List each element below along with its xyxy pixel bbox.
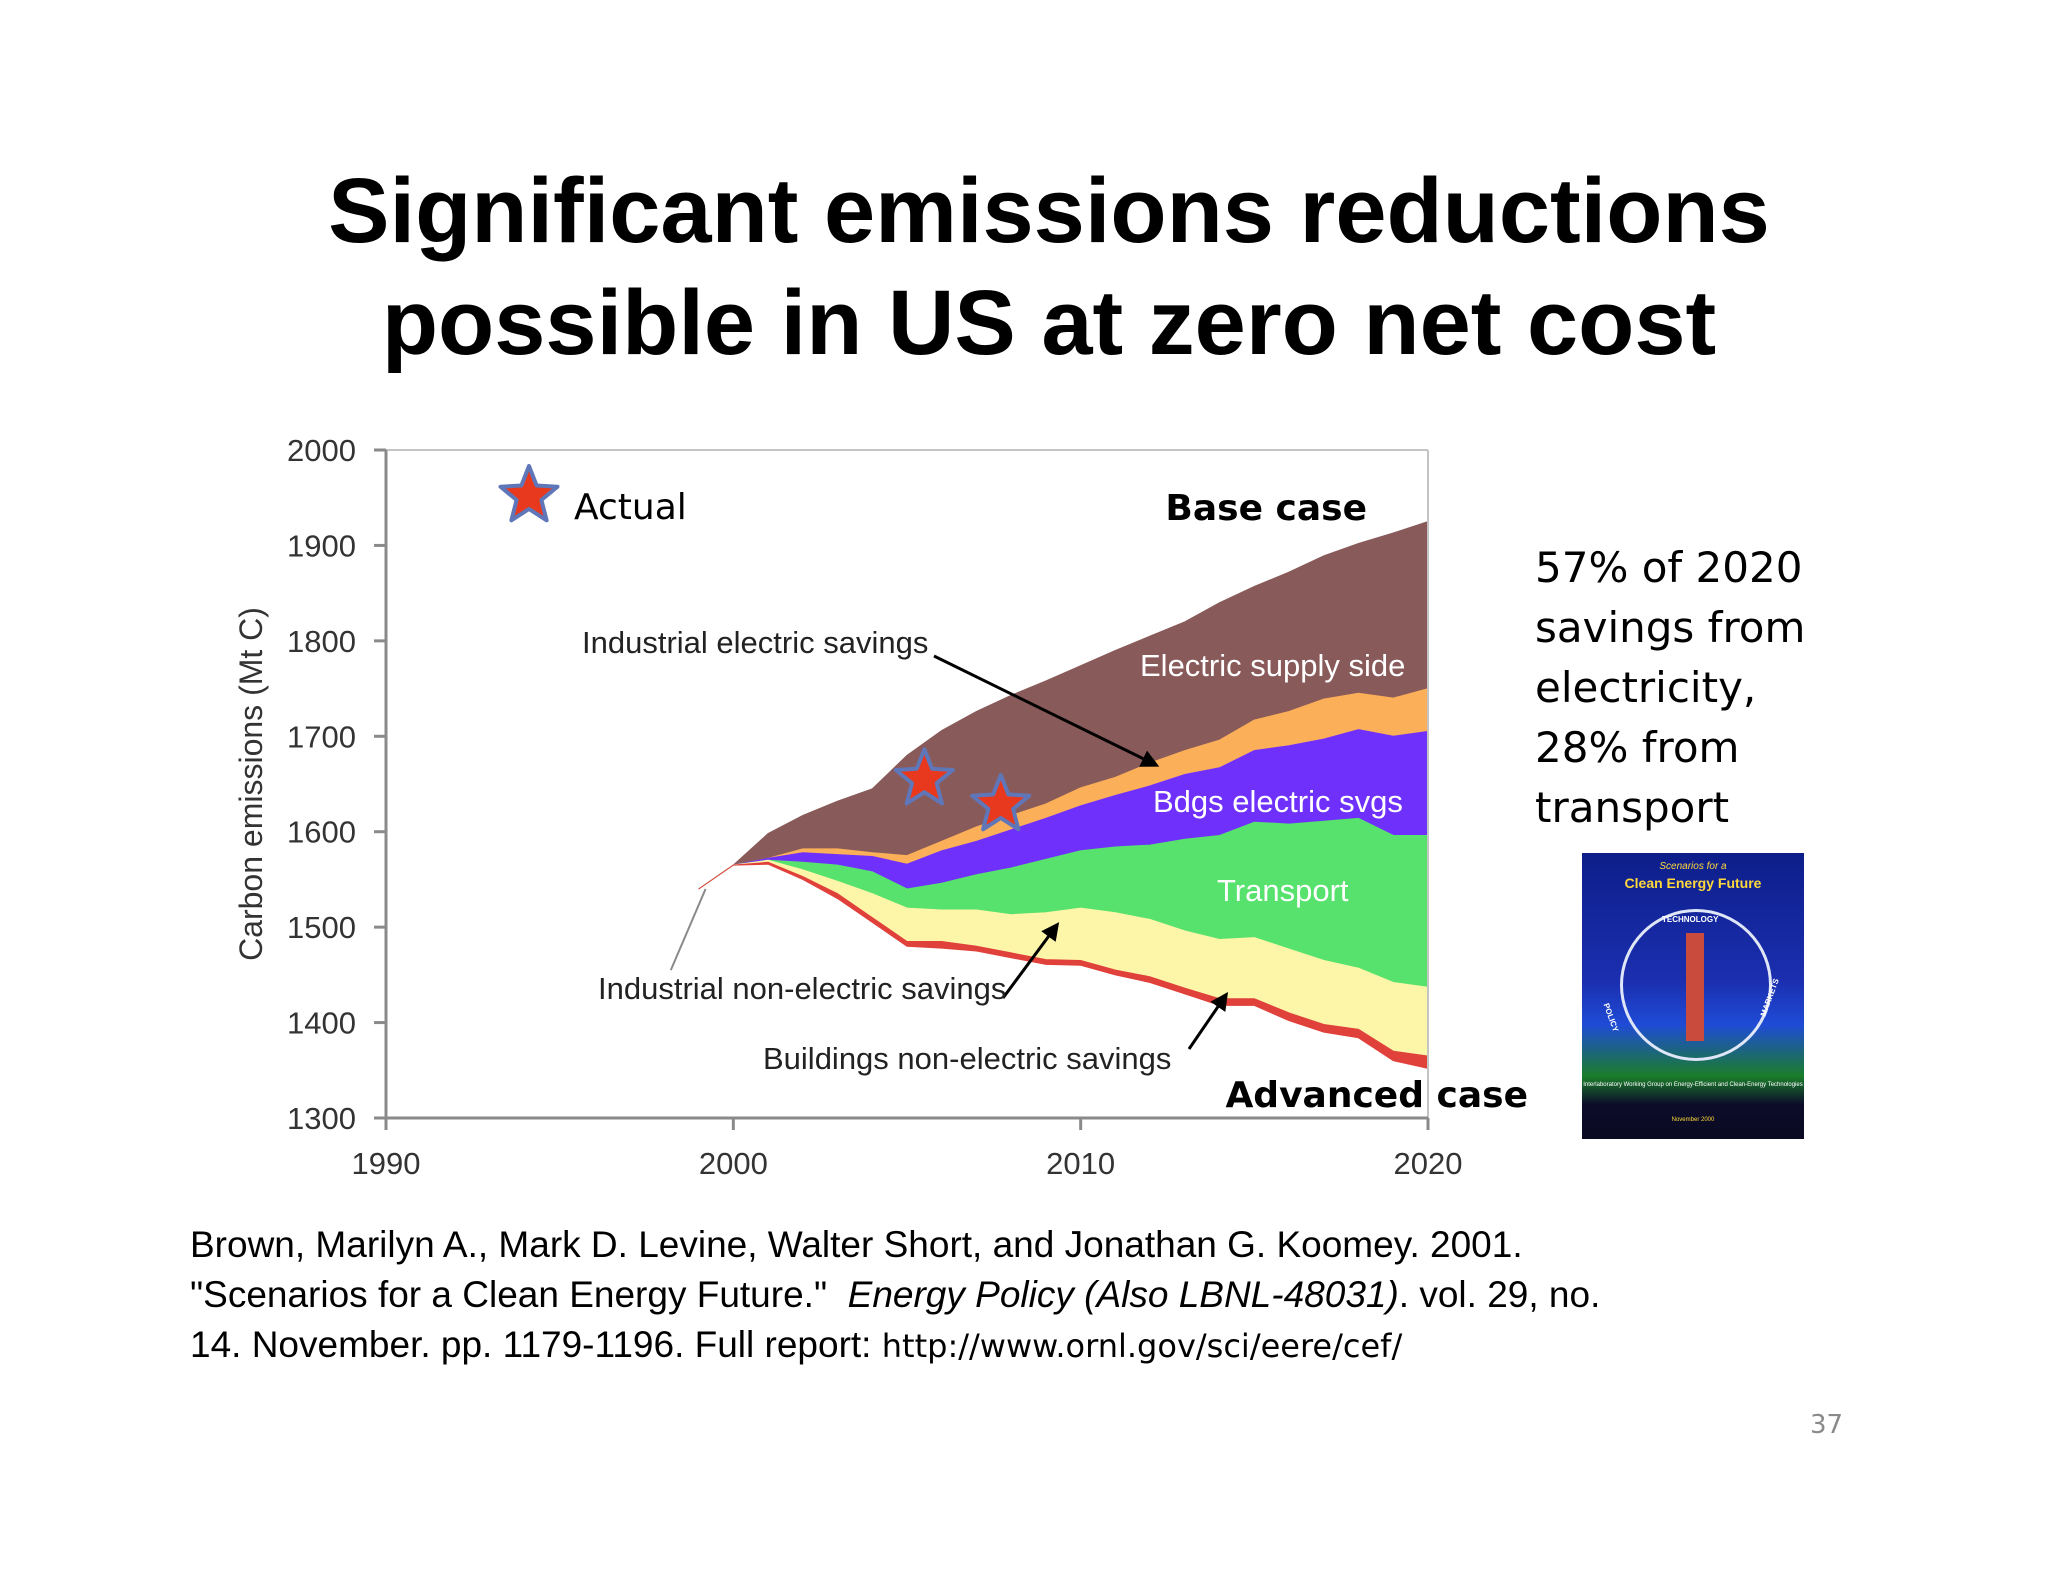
citation: Brown, Marilyn A., Mark D. Levine, Walte… — [190, 1220, 1600, 1371]
citation-url-link[interactable]: http://www.ornl.gov/sci/eere/cef/ — [881, 1327, 1403, 1365]
y-tick-label: 1700 — [287, 719, 356, 754]
actual-star-marker — [893, 747, 955, 806]
y-tick-label: 1300 — [287, 1101, 356, 1136]
legend-actual-label: Actual — [574, 487, 687, 528]
x-tick-label: 1990 — [352, 1146, 421, 1181]
curve-lead-in — [669, 888, 707, 971]
x-tick-label: 2000 — [699, 1146, 768, 1181]
side-note-line: transport — [1535, 783, 1730, 832]
side-note-line: savings from — [1535, 603, 1806, 652]
cover-subtitle: Scenarios for a — [1659, 861, 1727, 872]
industrial-non-electric-label: Industrial non-electric savings — [598, 971, 1006, 1006]
industrial-electric-arrow — [933, 654, 1160, 767]
callout-arrows — [933, 654, 1229, 1050]
side-note: 57% of 2020 savings from electricity, 28… — [1535, 538, 1835, 838]
side-note-line: electricity, — [1535, 663, 1757, 712]
cover-title: Clean Energy Future — [1624, 875, 1762, 891]
side-note-line: 57% of 2020 — [1535, 543, 1803, 592]
citation-journal: Energy Policy (Also LBNL-48031) — [847, 1274, 1399, 1315]
advanced-case-label: Advanced case — [1225, 1075, 1528, 1116]
cover-building-graphic — [1686, 933, 1704, 1041]
y-tick-label: 1900 — [287, 528, 356, 563]
base-case-label: Base case — [1165, 488, 1367, 529]
citation-line2: "Scenarios for a Clean Energy Future." E… — [190, 1270, 1600, 1320]
transport-label: Transport — [1217, 873, 1349, 908]
legend-star-icon — [498, 464, 560, 523]
cover-date: November 2000 — [1671, 1117, 1715, 1123]
citation-line3: 14. November. pp. 1179-1196. Full report… — [190, 1320, 1600, 1371]
buildings-non-electric-arrow — [1187, 992, 1229, 1050]
slide-title-line2: possible in US at zero net cost — [381, 272, 1717, 374]
electric-supply-label: Electric supply side — [1140, 648, 1405, 683]
report-cover-image: Scenarios for a Clean Energy Future TECH… — [1582, 853, 1804, 1139]
page-number: 37 — [1810, 1410, 1844, 1440]
industrial-non-electric-arrow — [1001, 922, 1060, 999]
citation-article-title: "Scenarios for a Clean Energy Future." — [190, 1274, 828, 1315]
citation-volume: . vol. 29, no. — [1398, 1274, 1601, 1315]
actual-markers — [498, 464, 1032, 832]
y-tick-label: 1400 — [287, 1006, 356, 1041]
x-tick-label: 2010 — [1046, 1146, 1115, 1181]
buildings-non-electric-label: Buildings non-electric savings — [763, 1041, 1171, 1076]
chart-areas — [669, 520, 1429, 1070]
axis-ticks: 1300 1400 1500 1600 1700 1800 1900 2000 1990 2000… — [287, 433, 1462, 1181]
y-tick-label: 1800 — [287, 624, 356, 659]
y-axis-label: Carbon emissions (Mt C) — [233, 607, 269, 961]
side-note-line: 28% from — [1535, 723, 1740, 772]
cover-ring-graphic — [1620, 909, 1772, 1061]
y-tick-label: 2000 — [287, 433, 356, 468]
y-tick-label: 1600 — [287, 815, 356, 850]
y-tick-label: 1500 — [287, 910, 356, 945]
bdgs-electric-label: Bdgs electric svgs — [1153, 784, 1403, 819]
citation-pages: 14. November. pp. 1179-1196. Full report… — [190, 1324, 872, 1365]
cover-label-policy: POLICY — [1601, 1001, 1621, 1034]
cover-label-technology: TECHNOLOGY — [1662, 915, 1719, 924]
citation-line1: Brown, Marilyn A., Mark D. Levine, Walte… — [190, 1224, 1523, 1265]
slide-title: Significant emissions reductions possibl… — [0, 155, 2048, 379]
slide-title-line1: Significant emissions reductions — [328, 160, 1770, 262]
actual-star-marker — [970, 773, 1032, 832]
industrial-electric-label: Industrial electric savings — [582, 625, 928, 660]
cover-footer: Interlaboratory Working Group on Energy-… — [1583, 1082, 1803, 1088]
x-tick-label: 2020 — [1394, 1146, 1463, 1181]
